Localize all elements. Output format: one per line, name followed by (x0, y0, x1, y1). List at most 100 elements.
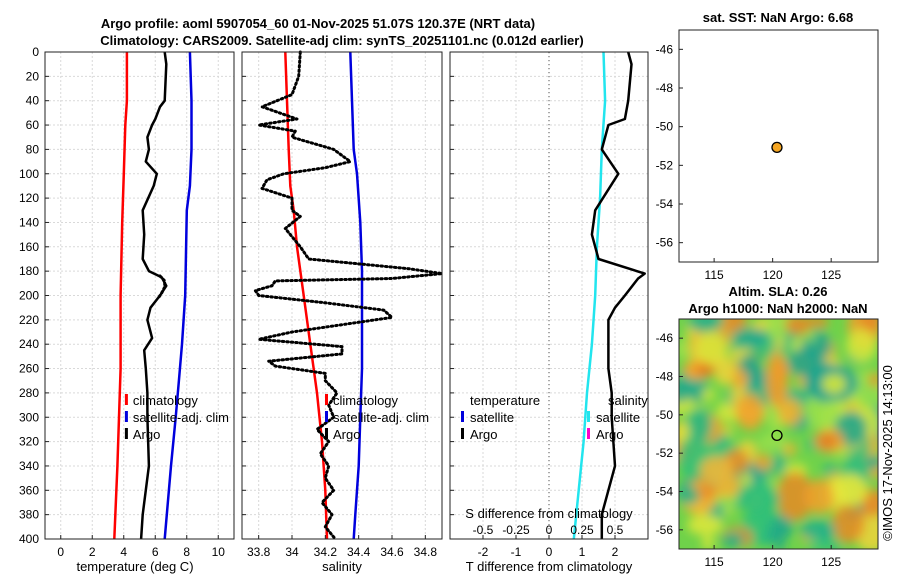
map-y-tick-label: -54 (656, 197, 674, 211)
series-argo (253, 50, 444, 541)
y-tick-label: 380 (19, 508, 39, 522)
sla-blob (831, 503, 865, 544)
y-tick-label: 340 (19, 459, 39, 473)
legend-swatch (587, 411, 590, 422)
map-x-tick-label: 120 (763, 268, 783, 282)
sla-feature (766, 352, 788, 408)
x-tick-label: 2 (612, 545, 619, 559)
series-argo-dotted (156, 274, 167, 300)
x-tick-label: 8 (183, 545, 190, 559)
sla-feature (740, 486, 780, 514)
sla-blob (823, 463, 837, 475)
sla-map-title-line1: Altim. SLA: 0.26 (729, 284, 828, 299)
sla-blob (865, 455, 878, 469)
map-y-tick-label: -48 (656, 370, 674, 384)
series-satellite-adj-clim (163, 51, 193, 540)
y-tick-label: 60 (26, 118, 40, 132)
sla-feature (819, 435, 835, 447)
map-x-tick-label: 115 (705, 268, 724, 282)
sla-map-panel: 115 120 125 -46 -48 -50 -52 -54 -56 (656, 318, 879, 569)
map-x-tick-label: 115 (705, 555, 724, 569)
series-satellite-adj-clim (349, 51, 364, 540)
sla-blob (785, 319, 813, 336)
argo-position-marker (771, 429, 783, 441)
sla-feature (822, 374, 846, 394)
sla-blob (739, 354, 759, 374)
y-tick-label: 360 (19, 483, 39, 497)
x-tick-label: 10 (212, 545, 226, 559)
legend-label: Argo (596, 427, 623, 442)
legend-label: satellite (596, 410, 640, 425)
s-diff-tick-label: -0.5 (473, 523, 494, 537)
x-tick-label: 33.8 (247, 545, 271, 559)
sla-blob (721, 531, 745, 549)
map-y-tick-label: -50 (656, 120, 674, 134)
y-tick-label: 100 (19, 167, 39, 181)
y-tick-label: 180 (19, 264, 39, 278)
series-argo (590, 51, 646, 539)
legend-label: satellite (470, 410, 514, 425)
sst-map-panel: 115 120 125 -46 -48 -50 -52 -54 -56 (656, 29, 879, 282)
sla-feature (696, 364, 716, 376)
y-tick-label: 320 (19, 435, 39, 449)
sla-blob (679, 379, 689, 404)
series-salinity-satellite (572, 51, 607, 540)
map-y-tick-label: -56 (656, 236, 674, 250)
legend-label: satellite-adj. clim (333, 410, 429, 425)
legend-header-salinity: salinity (608, 393, 648, 408)
sla-feature (832, 474, 868, 506)
s-diff-tick-label: 0.25 (570, 523, 594, 537)
legend-label: Argo (333, 427, 360, 442)
legend-swatch (325, 428, 328, 439)
legend-swatch (461, 428, 464, 439)
legend-label: satellite-adj. clim (133, 410, 229, 425)
x-tick-label: 34.8 (414, 545, 438, 559)
legend-label: Argo (133, 427, 160, 442)
legend-label: climatology (133, 393, 199, 408)
sla-blob (679, 339, 692, 359)
legend-swatch (325, 411, 328, 422)
figure-title-line1: Argo profile: aoml 5907054_60 01-Nov-202… (101, 16, 535, 31)
y-tick-label: 80 (26, 142, 40, 156)
imos-watermark: ©IMOS 17-Nov-2025 14:13:00 (880, 365, 895, 541)
sla-blob (687, 319, 720, 333)
sla-blob (713, 356, 736, 386)
y-tick-label: 220 (19, 313, 39, 327)
sla-blob (804, 478, 836, 515)
temperature-panel: 0 2 4 6 8 10020406080100120140160180200220240… (19, 45, 235, 559)
series-argo (139, 51, 168, 540)
t-difference-xlabel: T difference from climatology (466, 559, 633, 574)
sla-blob (846, 328, 877, 363)
sla-blob (811, 319, 829, 328)
map-y-tick-label: -46 (656, 42, 674, 56)
map-x-tick-label: 125 (821, 268, 841, 282)
sst-map-title: sat. SST: NaN Argo: 6.68 (703, 10, 854, 25)
s-diff-tick-label: -0.25 (502, 523, 530, 537)
x-tick-label: 2 (89, 545, 96, 559)
x-tick-label: 34.4 (347, 545, 371, 559)
legend-label: Argo (470, 427, 497, 442)
y-tick-label: 200 (19, 289, 39, 303)
y-tick-label: 140 (19, 215, 39, 229)
map-frame (678, 29, 879, 263)
x-tick-label: -2 (478, 545, 489, 559)
salinity-panel: 33.8 34 34.2 34.4 34.6 34.8 climatology satelli… (241, 50, 444, 559)
y-tick-label: 300 (19, 410, 39, 424)
y-tick-label: 260 (19, 362, 39, 376)
sla-blob (775, 541, 786, 549)
map-y-tick-label: -48 (656, 81, 674, 95)
sla-field (679, 319, 878, 549)
map-x-tick-label: 120 (763, 555, 783, 569)
sla-blob (679, 485, 701, 505)
sla-blob (771, 455, 786, 474)
sla-blob (754, 453, 772, 471)
difference-panel: -2 -1 0 1 2 temperature salinity satellite Argo s… (449, 51, 649, 559)
y-tick-label: 20 (26, 69, 40, 83)
x-tick-label: 0 (546, 545, 553, 559)
sla-feature (687, 515, 723, 535)
y-tick-label: 280 (19, 386, 39, 400)
sla-feature (800, 520, 836, 540)
sla-blob (829, 540, 843, 549)
sla-blob (701, 534, 715, 549)
sla-feature (732, 328, 768, 348)
